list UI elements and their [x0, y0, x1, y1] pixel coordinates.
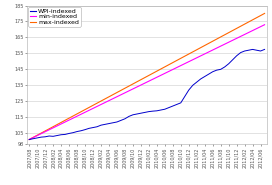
Legend: WPI-indexed, min-indexed, max-indexed: WPI-indexed, min-indexed, max-indexed	[29, 7, 81, 27]
